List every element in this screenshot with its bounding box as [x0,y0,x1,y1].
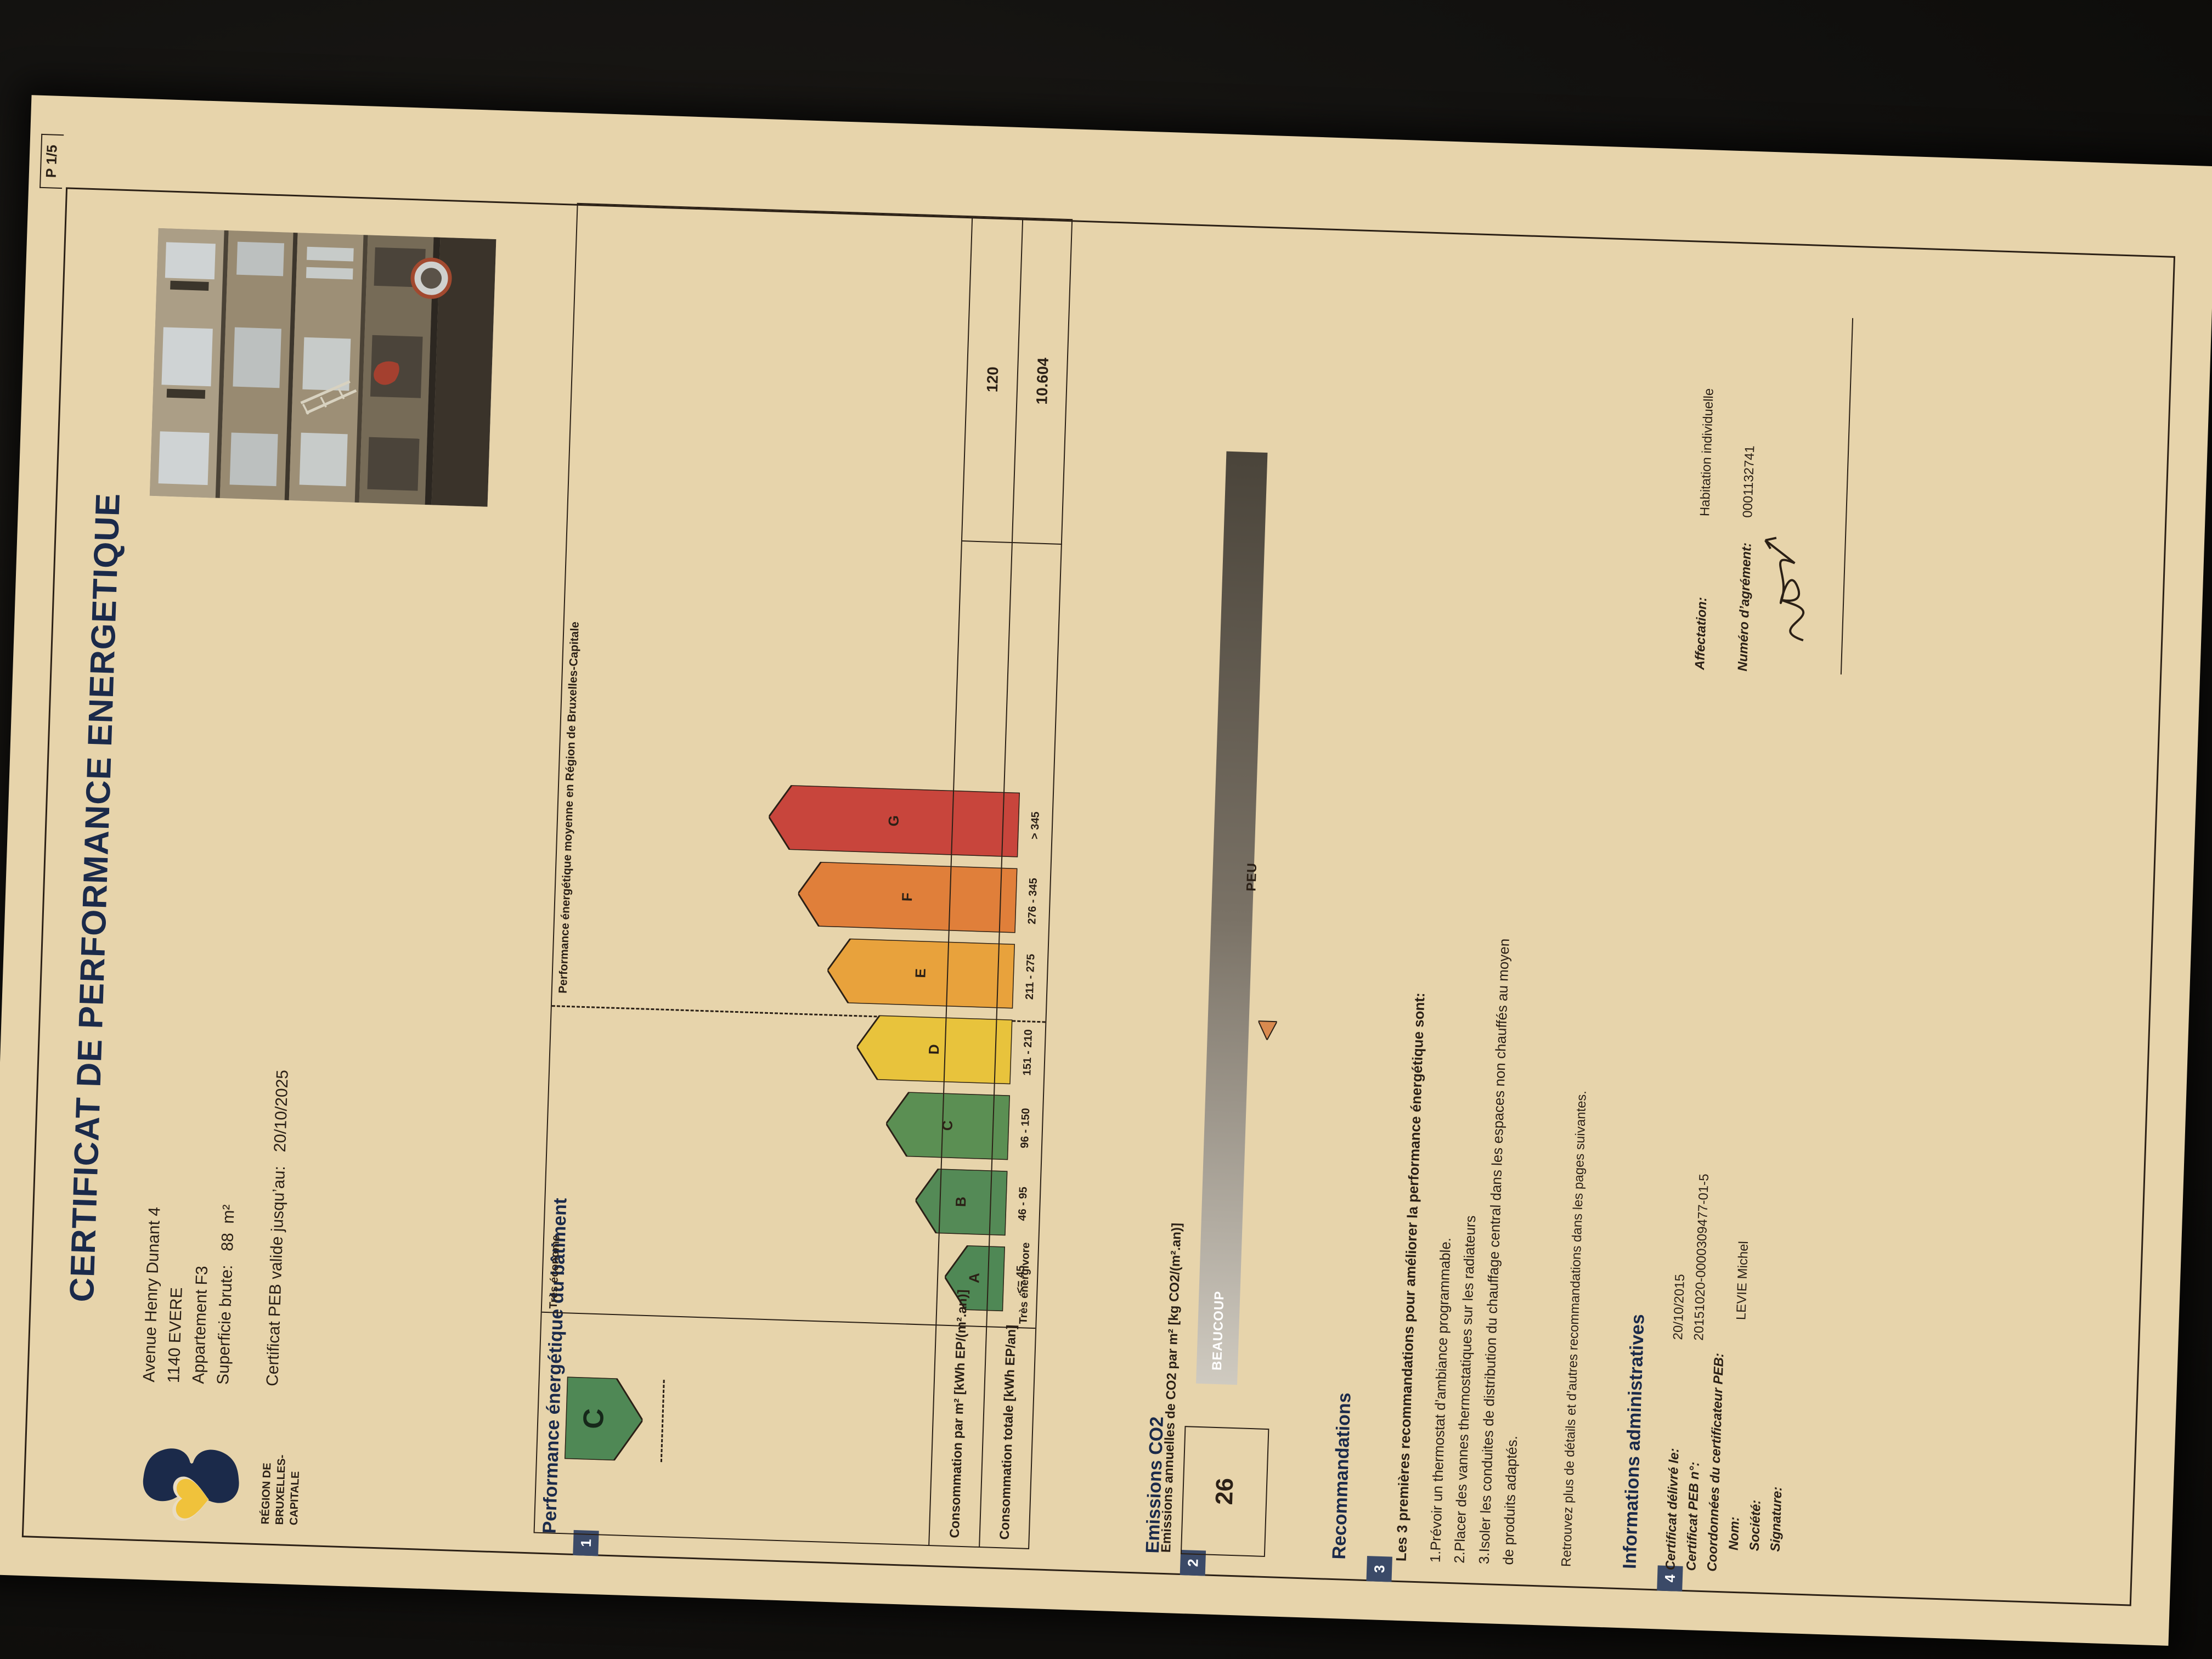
svg-text:C: C [577,1408,610,1429]
